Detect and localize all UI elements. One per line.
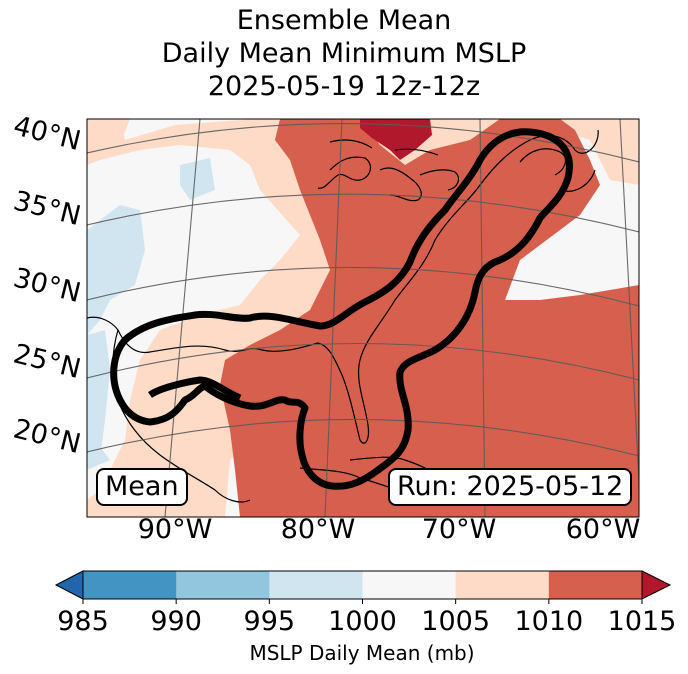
lon-label-80w: 80°W [280, 514, 356, 545]
field-995-1000-north [180, 158, 215, 200]
mean-badge: Mean [96, 468, 188, 506]
colorbar-label: MSLP Daily Mean (mb) [249, 641, 475, 665]
colorbar-segment [455, 571, 550, 599]
ensemble-contour-inner [147, 376, 242, 402]
field-1010-1015 [220, 119, 639, 517]
field-995-1000-gulf [87, 330, 110, 470]
colorbar-segment [548, 571, 643, 599]
colorbar-under-arrow [54, 570, 84, 600]
lon-label-90w: 90°W [137, 514, 213, 545]
colorbar-over-arrow [641, 570, 672, 600]
colorbar-tick-label: 990 [150, 606, 202, 637]
colorbar-segment [362, 571, 457, 599]
colorbar-segment [269, 571, 363, 599]
colorbar-segment [176, 571, 270, 599]
lon-label-60w: 60°W [565, 514, 641, 545]
field-995-1000-west [87, 205, 145, 470]
map-frame [86, 118, 640, 518]
title-line-2: Daily Mean Minimum MSLP [161, 38, 527, 69]
field-1005-1010-nw [87, 119, 130, 160]
colorbar-tick-label: 995 [243, 606, 296, 637]
colorbar-tick-label: 1005 [421, 606, 491, 637]
colorbar-tick-label: 1010 [514, 606, 584, 637]
lon-label-70w: 70°W [421, 514, 497, 545]
colorbar-tick-label: 985 [57, 606, 109, 637]
colorbar-tick-label: 1000 [328, 606, 397, 637]
title-line-1: Ensemble Mean [236, 5, 452, 36]
run-date-badge: Run: 2025-05-12 [388, 468, 633, 506]
colorbar-tick-label: 1015 [607, 606, 677, 637]
title-line-3: 2025-05-19 12z-12z [207, 71, 481, 102]
pressure-field [87, 119, 639, 517]
ensemble-contour [110, 128, 573, 490]
colorbar-segments [83, 571, 643, 599]
colorbar-segment [83, 571, 177, 599]
colorbar-ticks [82, 599, 643, 604]
